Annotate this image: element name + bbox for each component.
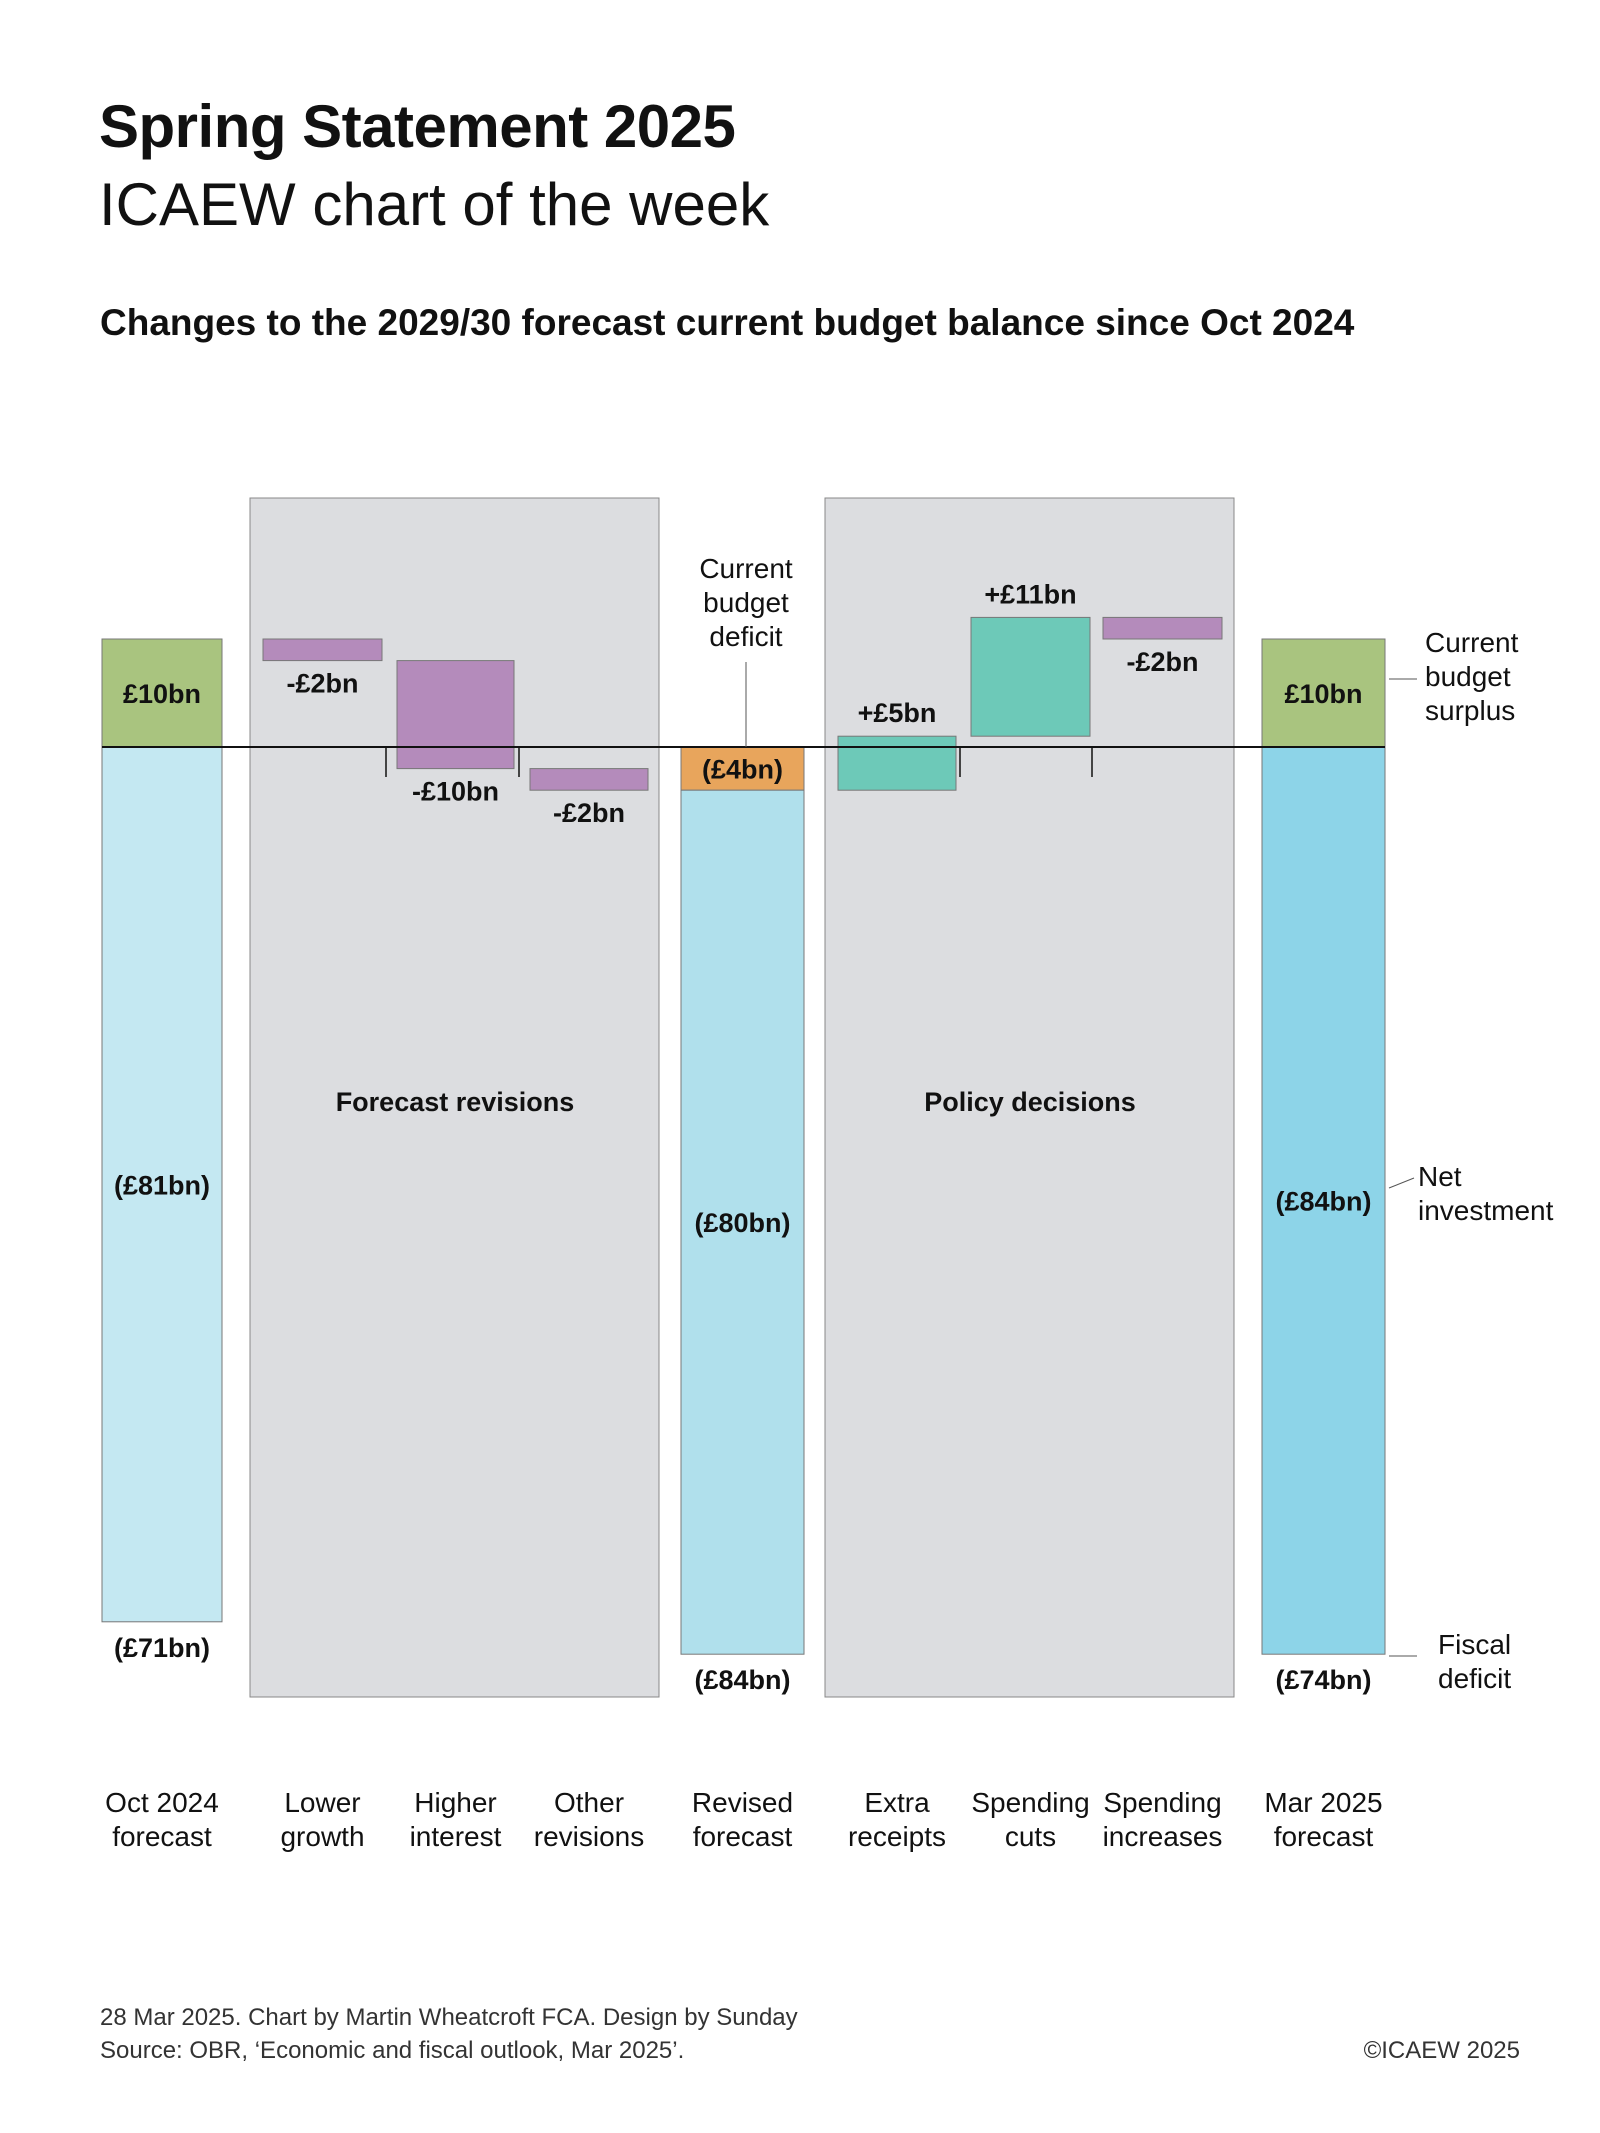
footer-source: Source: OBR, ‘Economic and fiscal outloo… xyxy=(100,2037,685,2064)
chart-title: Changes to the 2029/30 forecast current … xyxy=(100,302,1355,343)
annotation-current-budget-deficit: deficit xyxy=(709,621,782,652)
fiscal-balance-label: (£84bn) xyxy=(694,1665,790,1695)
net-investment-label: (£84bn) xyxy=(1275,1187,1371,1217)
increase-bar xyxy=(837,735,957,791)
annotation-net-investment: investment xyxy=(1418,1195,1554,1226)
page-title: Spring Statement 2025 xyxy=(99,93,736,160)
category-label: Higher xyxy=(414,1787,496,1818)
annotation-connector xyxy=(1388,1177,1415,1189)
category-label: interest xyxy=(410,1821,502,1852)
decrease-bar xyxy=(262,638,383,662)
footer-credit: 28 Mar 2025. Chart by Martin Wheatcroft … xyxy=(100,2004,798,2031)
annotation-fiscal-deficit: Fiscal xyxy=(1438,1629,1511,1660)
change-label: -£2bn xyxy=(553,798,625,828)
annotation-current-budget-surplus: surplus xyxy=(1425,695,1515,726)
category-label: growth xyxy=(280,1821,364,1852)
decrease-bar xyxy=(529,768,649,791)
current-budget-label: (£4bn) xyxy=(702,755,783,785)
increase-bar xyxy=(970,616,1091,737)
annotation-current-budget-deficit: budget xyxy=(703,587,789,618)
annotation-current-budget-deficit: Current xyxy=(699,553,793,584)
category-label: Extra xyxy=(864,1787,930,1818)
annotation-fiscal-deficit: deficit xyxy=(1438,1663,1511,1694)
fiscal-balance-label: (£71bn) xyxy=(114,1633,210,1663)
category-label: Oct 2024 xyxy=(105,1787,219,1818)
annotation-current-budget-surplus: budget xyxy=(1425,661,1511,692)
change-label: +£11bn xyxy=(984,579,1076,609)
decrease-bar xyxy=(396,660,515,770)
change-label: -£2bn xyxy=(1126,647,1198,677)
category-label: forecast xyxy=(1274,1821,1374,1852)
net-investment-bar xyxy=(1261,746,1386,1655)
net-investment-bar xyxy=(101,746,223,1623)
category-label: cuts xyxy=(1005,1821,1056,1852)
fiscal-balance-label: (£74bn) xyxy=(1275,1665,1371,1695)
category-label: receipts xyxy=(848,1821,946,1852)
category-label: Spending xyxy=(1103,1787,1221,1818)
net-investment-label: (£81bn) xyxy=(114,1170,210,1200)
change-label: -£10bn xyxy=(412,777,499,807)
panel-label-policy-decisions: Policy decisions xyxy=(924,1087,1136,1117)
change-label: +£5bn xyxy=(858,698,937,728)
category-label: forecast xyxy=(112,1821,212,1852)
panel-label-forecast-revisions: Forecast revisions xyxy=(336,1087,575,1117)
page-subtitle: ICAEW chart of the week xyxy=(99,171,770,238)
deficit-bar xyxy=(680,746,805,791)
decrease-bar xyxy=(1102,616,1223,640)
footer-copyright: ©ICAEW 2025 xyxy=(1363,2037,1520,2064)
category-label: increases xyxy=(1103,1821,1223,1852)
change-label: -£2bn xyxy=(286,669,358,699)
category-label: revisions xyxy=(534,1821,644,1852)
net-investment-bar xyxy=(680,789,805,1655)
category-label: Lower xyxy=(284,1787,360,1818)
annotation-current-budget-surplus: Current xyxy=(1425,627,1519,658)
current-budget-label: £10bn xyxy=(123,679,201,709)
category-label: Mar 2025 xyxy=(1264,1787,1382,1818)
category-label: Spending xyxy=(971,1787,1089,1818)
net-investment-label: (£80bn) xyxy=(694,1208,790,1238)
annotation-net-investment: Net xyxy=(1418,1161,1462,1192)
category-label: Other xyxy=(554,1787,624,1818)
category-label: Revised xyxy=(692,1787,793,1818)
current-budget-label: £10bn xyxy=(1284,679,1362,709)
category-label: forecast xyxy=(693,1821,793,1852)
surplus-bar xyxy=(1261,638,1386,748)
